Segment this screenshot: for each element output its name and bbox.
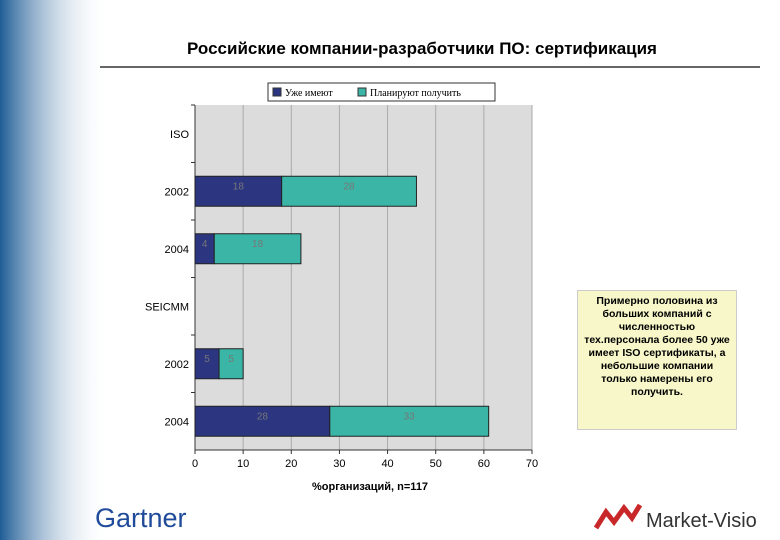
value-label: 28 <box>257 411 269 422</box>
bar <box>194 175 283 207</box>
y-tick-label: 2002 <box>165 186 189 198</box>
logo-right: Market-Visio <box>646 510 757 532</box>
bar <box>213 233 302 265</box>
bar <box>218 348 244 380</box>
legend-swatch <box>357 87 367 97</box>
logo-icon <box>593 503 643 530</box>
y-tick-label: SEICMM <box>145 301 189 313</box>
x-tick-label: 20 <box>285 458 297 470</box>
legend-swatch <box>272 87 282 97</box>
legend-label: Планируют получить <box>370 88 461 99</box>
y-tick-label: 2004 <box>165 244 189 256</box>
bar <box>281 175 417 207</box>
bar <box>329 405 490 437</box>
y-tick-label: 2002 <box>165 359 189 371</box>
x-tick-label: 50 <box>430 458 442 470</box>
annotation: Примерно половина из больших компаний с … <box>577 290 737 430</box>
value-label: 4 <box>202 239 208 250</box>
logo-left: Gartner <box>95 503 187 533</box>
value-label: 18 <box>252 239 264 250</box>
x-tick-label: 10 <box>237 458 249 470</box>
x-tick-label: 30 <box>333 458 345 470</box>
x-tick-label: 70 <box>526 458 538 470</box>
legend-label: Уже имеют <box>285 88 333 99</box>
value-label: 33 <box>404 411 416 422</box>
plot-area <box>195 105 532 450</box>
y-tick-label: ISO <box>170 129 189 141</box>
x-tick-label: 0 <box>192 458 198 470</box>
value-label: 5 <box>204 354 210 365</box>
y-tick-label: 2004 <box>165 416 189 428</box>
value-label: 5 <box>228 354 234 365</box>
x-axis-label: %организаций, n=117 <box>312 481 428 493</box>
decor <box>0 0 110 540</box>
x-tick-label: 40 <box>381 458 393 470</box>
chart-title: Российские компании-разработчики ПО: сер… <box>187 39 657 58</box>
legend <box>267 82 496 102</box>
value-label: 28 <box>343 181 355 192</box>
value-label: 18 <box>233 181 245 192</box>
x-tick-label: 60 <box>478 458 490 470</box>
